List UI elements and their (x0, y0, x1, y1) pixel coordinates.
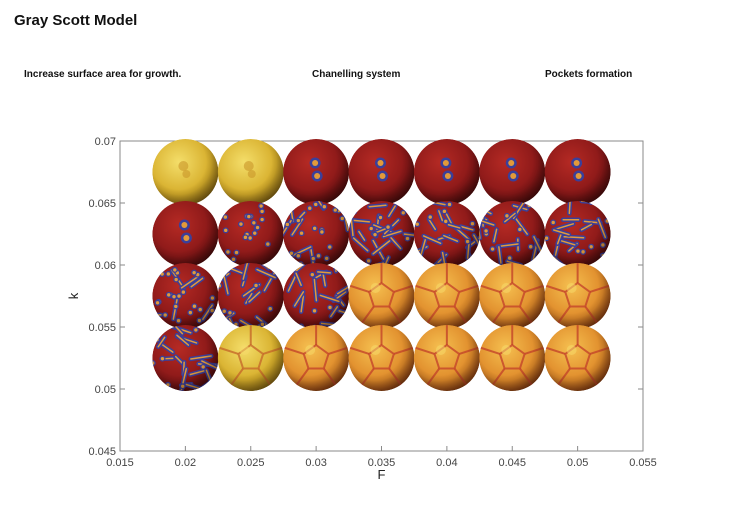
x-tick-label: 0.045 (498, 457, 526, 469)
pattern-sphere-red-two-spots (479, 139, 546, 205)
pattern-sphere-orange-cells (544, 325, 611, 391)
x-tick-label: 0.03 (305, 457, 326, 469)
y-tick-label: 0.065 (88, 198, 116, 210)
pattern-sphere-uniform-yellow (152, 139, 219, 205)
section-label-channelling: Chanelling system (312, 69, 401, 80)
pattern-sphere-orange-cells (413, 263, 480, 329)
y-tick-label: 0.07 (95, 136, 116, 148)
pattern-sphere-stripes (479, 201, 546, 267)
y-tick-label: 0.055 (88, 322, 116, 334)
x-tick-label: 0.055 (629, 457, 657, 469)
pattern-sphere-orange-cells (348, 263, 415, 329)
pattern-sphere-spots (217, 201, 284, 267)
pattern-sphere-orange-cells (479, 325, 546, 391)
pattern-sphere-orange-cells (544, 263, 611, 329)
pattern-sphere-stripes (544, 201, 611, 267)
x-tick-label: 0.02 (175, 457, 196, 469)
pattern-sphere-orange-cells (283, 325, 350, 391)
pattern-sphere-uniform-yellow (217, 139, 284, 205)
x-tick-label: 0.035 (368, 457, 396, 469)
x-tick-label: 0.025 (237, 457, 265, 469)
pattern-sphere-orange-cells (348, 325, 415, 391)
page-title: Gray Scott Model (14, 12, 138, 29)
y-tick-label: 0.06 (95, 260, 116, 272)
pattern-sphere-orange-cells (479, 263, 546, 329)
pattern-sphere-red-two-spots (348, 139, 415, 205)
x-tick-label: 0.015 (106, 457, 134, 469)
pattern-sphere-red-two-spots (544, 139, 611, 205)
pattern-sphere-yellow-cells (217, 325, 284, 391)
pattern-sphere-stripes (217, 263, 284, 329)
section-label-growth: Increase surface area for growth. (24, 69, 182, 80)
pattern-sphere-red-two-spots (152, 201, 219, 267)
pattern-sphere-red-two-spots (413, 139, 480, 205)
pattern-sphere-stripes (152, 325, 219, 391)
pattern-sphere-stripes (283, 263, 350, 329)
y-axis-label: k (66, 292, 81, 299)
y-tick-label: 0.045 (88, 446, 116, 458)
x-axis-label: F (378, 467, 386, 482)
x-tick-label: 0.05 (567, 457, 588, 469)
pattern-sphere-stripes (413, 201, 480, 267)
pattern-sphere-stripes (348, 201, 415, 267)
x-tick-label: 0.04 (436, 457, 457, 469)
section-label-pockets: Pockets formation (545, 69, 633, 80)
pattern-sphere-spots-stripes (152, 263, 219, 329)
y-tick-label: 0.05 (95, 384, 116, 396)
pattern-sphere-spots-stripes (283, 201, 350, 267)
pattern-sphere-red-two-spots (283, 139, 350, 205)
pattern-sphere-orange-cells (413, 325, 480, 391)
